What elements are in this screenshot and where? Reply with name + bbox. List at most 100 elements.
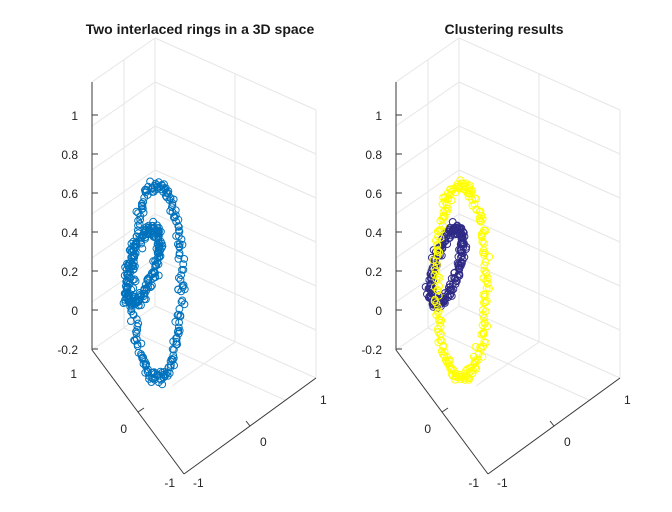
- data-point: [459, 374, 468, 382]
- data-point: [168, 203, 176, 212]
- data-point: [173, 328, 182, 337]
- data-point: [469, 366, 477, 375]
- data-point: [179, 283, 187, 292]
- data-point: [175, 226, 183, 235]
- data-point: [477, 345, 486, 353]
- x-tick-label: 0: [564, 435, 571, 449]
- data-point: [433, 240, 442, 249]
- plot-title: Two interlaced rings in a 3D space: [86, 21, 315, 37]
- data-point: [481, 258, 490, 266]
- data-point: [468, 201, 477, 210]
- z-tick-label: 0.2: [365, 265, 382, 279]
- z-tick-label: 0.6: [365, 187, 382, 201]
- grid-lines: [395, 37, 621, 401]
- data-point: [141, 188, 150, 197]
- data-point: [435, 273, 444, 282]
- data-point: [477, 233, 486, 242]
- data-point: [179, 260, 188, 269]
- z-tick-label: -0.2: [361, 343, 382, 357]
- z-tick-label: 1: [71, 109, 78, 123]
- z-tick-label: 0.8: [61, 148, 78, 162]
- data-point: [472, 195, 481, 203]
- data-point: [127, 285, 136, 294]
- data-point: [445, 225, 454, 234]
- data-point: [133, 322, 142, 331]
- data-point: [180, 285, 189, 294]
- data-point: [465, 189, 474, 198]
- z-tick-label: 0.6: [61, 187, 78, 201]
- data-point: [432, 257, 441, 266]
- data-point: [434, 291, 443, 300]
- data-point: [476, 207, 485, 216]
- data-point: [141, 185, 150, 194]
- data-point: [480, 226, 488, 235]
- data-point: [174, 323, 183, 332]
- plot-panel-left: Two interlaced rings in a 3D space: [57, 21, 327, 490]
- data-point: [472, 206, 481, 214]
- y-tick-labels: 1 0 -1: [70, 367, 175, 490]
- data-point: [131, 292, 140, 301]
- data-point: [177, 271, 186, 280]
- z-tick-label: 0.2: [61, 265, 78, 279]
- plot-panel-right: Clustering results: [361, 21, 631, 490]
- x-tick-label: 0: [260, 435, 267, 449]
- y-tick-label: 1: [374, 367, 381, 381]
- data-point: [172, 338, 181, 346]
- plot-title: Clustering results: [444, 21, 563, 37]
- data-point: [174, 254, 183, 263]
- data-point: [431, 267, 440, 276]
- grid-lines: [91, 37, 317, 401]
- data-point: [454, 252, 463, 261]
- data-point: [129, 237, 138, 246]
- data-point: [481, 338, 490, 347]
- data-point: [174, 310, 183, 319]
- data-point: [146, 177, 155, 186]
- data-point: [169, 351, 178, 360]
- data-point: [136, 212, 145, 221]
- data-point: [443, 207, 451, 216]
- data-point: [137, 301, 145, 310]
- data-point: [149, 368, 157, 377]
- z-tick-labels: 1 0.8 0.6 0.4 0.2 0 -0.2: [57, 109, 78, 357]
- data-point: [126, 268, 135, 277]
- data-point: [137, 339, 146, 348]
- data-point: [433, 246, 442, 255]
- data-point: [175, 326, 184, 335]
- data-point: [421, 283, 430, 291]
- data-point: [462, 243, 471, 251]
- data-point: [439, 342, 447, 351]
- y-tick-label: 1: [70, 367, 77, 381]
- data-point: [470, 200, 479, 209]
- z-tick-label: 0.4: [61, 226, 78, 240]
- data-point: [446, 190, 455, 199]
- data-point: [435, 226, 444, 234]
- data-point: [433, 272, 442, 281]
- y-tick-label: 0: [424, 422, 431, 436]
- data-point: [435, 282, 444, 291]
- data-point: [434, 227, 442, 236]
- data-point: [458, 240, 466, 249]
- data-point: [480, 266, 489, 275]
- y-tick-labels: 1 0 -1: [374, 367, 479, 490]
- data-point: [170, 213, 178, 222]
- x-tick-labels: -1 0 1: [497, 393, 631, 490]
- x-tick-label: -1: [497, 476, 508, 490]
- data-point: [130, 253, 139, 262]
- y-tick-label: 0: [120, 422, 127, 436]
- data-point: [471, 356, 480, 365]
- data-point: [171, 317, 180, 326]
- data-point: [155, 253, 164, 262]
- z-tick-label: -0.2: [57, 343, 78, 357]
- data-point: [153, 258, 162, 267]
- axis-lines: [91, 82, 317, 475]
- data-point: [175, 232, 183, 241]
- data-point: [435, 291, 444, 300]
- data-point: [138, 201, 147, 210]
- data-point: [464, 192, 473, 201]
- data-point: [126, 317, 135, 326]
- data-point: [471, 343, 480, 351]
- y-tick-label: -1: [468, 476, 479, 490]
- data-point: [444, 287, 453, 295]
- x-tick-label: 1: [320, 393, 327, 407]
